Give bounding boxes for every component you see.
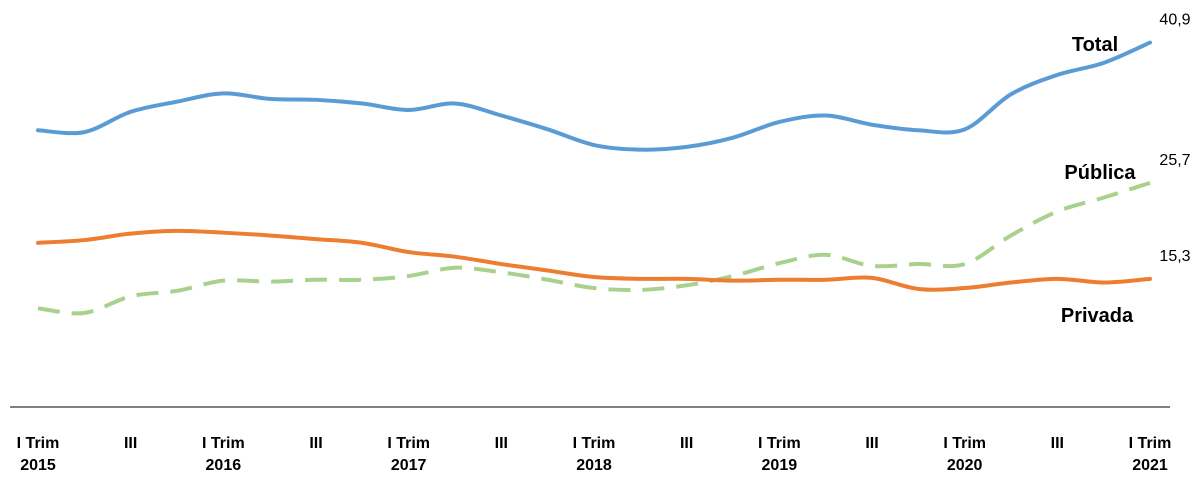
series-line <box>36 40 1152 152</box>
series-label: Privada <box>1061 305 1134 327</box>
x-tick-label: I Trim 2018 <box>573 435 616 474</box>
x-tick-label: III <box>865 435 878 452</box>
value-label: 25,7 <box>1159 152 1190 169</box>
value-label: 40,9 <box>1159 12 1190 29</box>
x-tick-label: III <box>495 435 508 452</box>
x-tick-label: I Trim 2020 <box>943 435 986 474</box>
series-line <box>36 228 1152 292</box>
series-line <box>37 180 1151 316</box>
x-tick-label: I Trim 2021 <box>1129 435 1172 474</box>
series-label: Pública <box>1064 162 1136 184</box>
series-label: Total <box>1072 34 1118 56</box>
x-tick-label: III <box>309 435 322 452</box>
value-label: 15,3 <box>1159 248 1190 265</box>
x-tick-label: III <box>1051 435 1064 452</box>
x-tick-label: I Trim 2017 <box>387 435 430 474</box>
x-tick-label: I Trim 2015 <box>17 435 60 474</box>
x-tick-label: I Trim 2019 <box>758 435 801 474</box>
x-tick-label: I Trim 2016 <box>202 435 245 474</box>
x-tick-label: III <box>680 435 693 452</box>
x-tick-label: III <box>124 435 137 452</box>
